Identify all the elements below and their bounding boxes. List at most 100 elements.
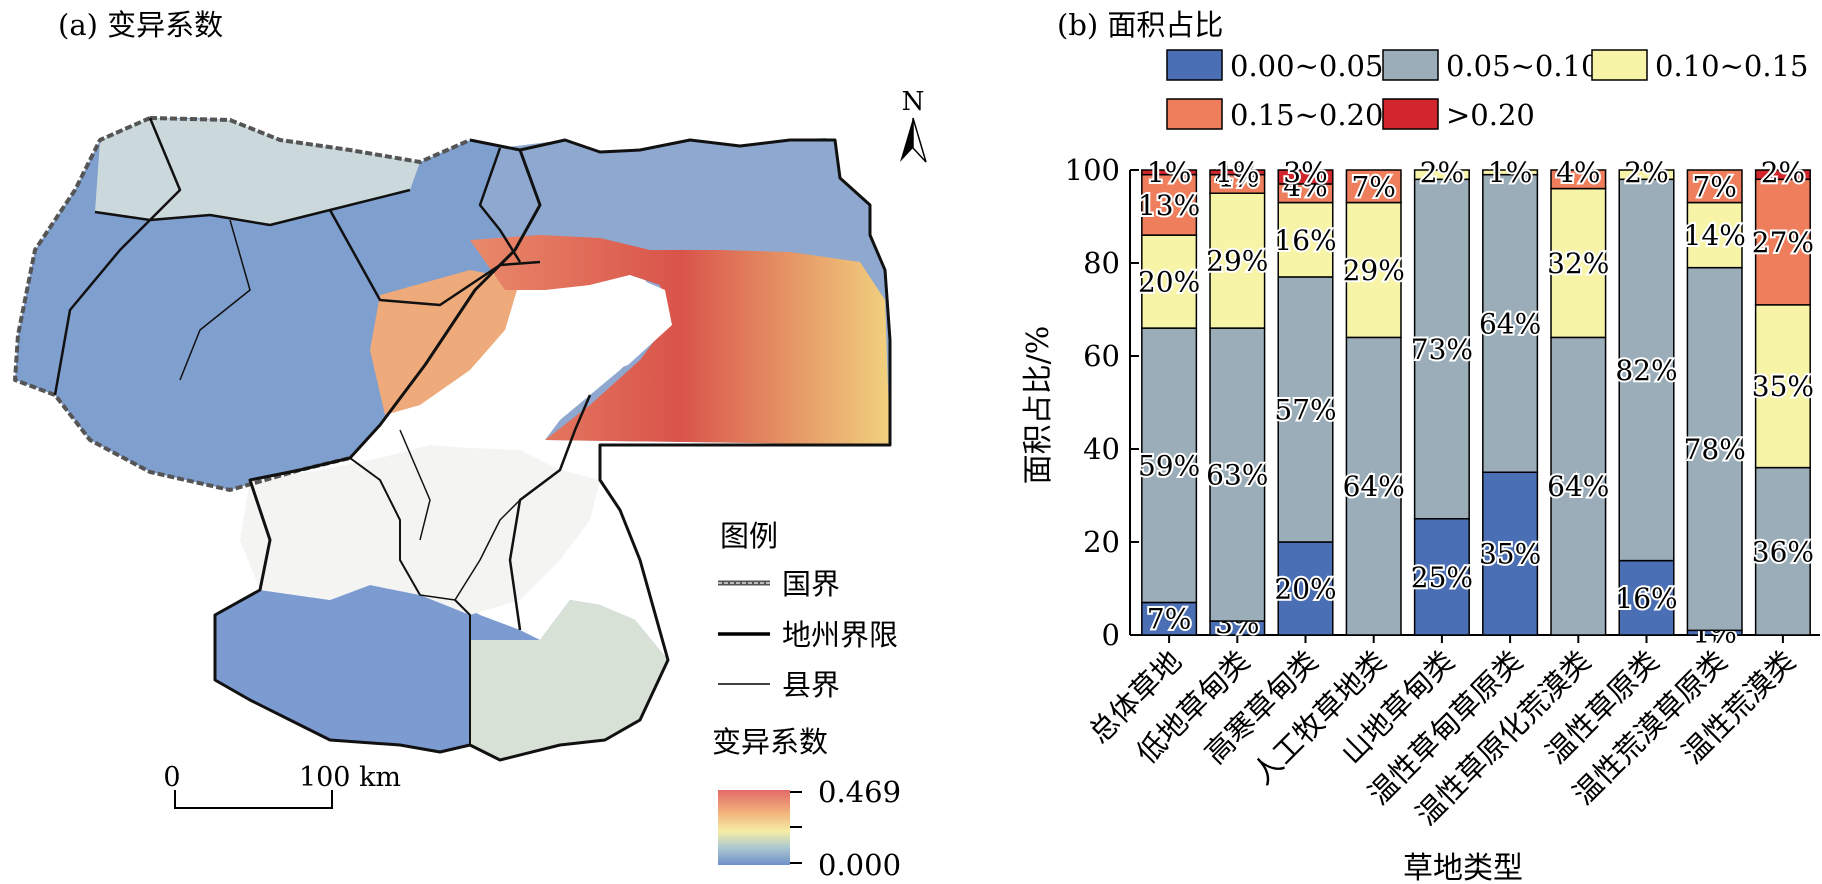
data-label: 2% (1761, 156, 1805, 189)
scale-bar: 0 100 km (163, 762, 401, 809)
bar-segment (1413, 169, 1470, 181)
y-tick-label: 100 (1065, 153, 1120, 187)
legend-label-national-border: 国界 (782, 567, 840, 601)
data-label: 25% (1411, 561, 1473, 594)
bar-segment (1209, 192, 1266, 329)
chart-legend: 0.00~0.05 0.05~0.10 0.10~0.15 0.15~0.20 >0.2… (1166, 49, 1808, 132)
x-tick-label: 温性草甸草原类 (1361, 644, 1529, 812)
x-tick-label: 山地草甸类 (1334, 644, 1461, 771)
x-tick-label: 温性荒漠类 (1675, 644, 1802, 771)
bar-segment (1618, 178, 1675, 562)
colorbar (718, 790, 790, 865)
bar-segment (1141, 234, 1198, 329)
legend-label: 0.05~0.10 (1446, 49, 1599, 83)
bar-segment (1686, 266, 1743, 632)
y-tick-label: 80 (1083, 246, 1120, 280)
bar-segment (1754, 466, 1811, 636)
data-label: 16% (1615, 582, 1677, 615)
bar-segment (1482, 471, 1539, 636)
chart-axes: 0 20 40 60 80 100 总体草地低地草甸类高寒草甸类人工牧草地类山地草甸类温性草… (1065, 153, 1820, 832)
data-label: 29% (1206, 245, 1268, 278)
map-region-west-warm (370, 270, 520, 415)
legend-label: >0.20 (1446, 98, 1535, 132)
y-axis-label: 面积占比/% (1021, 326, 1056, 485)
bar-segment (1754, 169, 1811, 181)
bar-segment (1754, 178, 1811, 306)
data-label: 2% (1624, 156, 1668, 189)
data-label: 14% (1684, 219, 1746, 252)
bar-segment (1618, 559, 1675, 636)
map-panel: N 0 100 km 图例 国界 地州界限 县界 变异系数 0.469 0.00… (13, 87, 927, 882)
bar-segment (1413, 518, 1470, 636)
data-label: 35% (1752, 370, 1814, 403)
x-tick-label: 温性荒漠草原类 (1566, 644, 1734, 812)
north-label: N (902, 87, 925, 117)
x-tick-label: 人工牧草地类 (1246, 644, 1393, 791)
bar-segment (1686, 629, 1743, 636)
data-label: 7% (1692, 170, 1736, 203)
data-label: 7% (1351, 170, 1395, 203)
data-label: 32% (1547, 247, 1609, 280)
data-label: 63% (1206, 459, 1268, 492)
x-tick-label: 高寒草甸类 (1198, 644, 1325, 771)
bar-segment (1277, 169, 1334, 185)
bar-segment (1686, 169, 1743, 204)
map-legend-title: 图例 (720, 519, 778, 553)
data-label: 64% (1547, 470, 1609, 503)
legend-label: 0.10~0.15 (1655, 49, 1808, 83)
map-region-south-east (470, 600, 668, 760)
bar-segment (1345, 336, 1402, 636)
data-label: 16% (1274, 224, 1336, 257)
legend-swatch (1591, 49, 1648, 81)
data-label: 35% (1479, 538, 1541, 571)
north-arrow: N (900, 87, 927, 163)
bar-segment (1277, 541, 1334, 636)
scale-bar-start-label: 0 (163, 762, 180, 793)
data-label: 20% (1138, 266, 1200, 299)
data-label: 4% (1556, 156, 1600, 189)
bar-segment (1345, 169, 1402, 204)
data-label: 3% (1215, 607, 1259, 640)
bar-segment (1550, 169, 1607, 190)
bar-segment (1141, 327, 1198, 604)
bar-segment (1209, 620, 1266, 636)
x-tick-label: 总体草地 (1082, 644, 1188, 750)
bar-segment (1482, 173, 1539, 473)
y-tick-label: 0 (1102, 618, 1120, 652)
colorbar-max-label: 0.469 (818, 775, 901, 809)
x-tick-label: 温性草原类 (1539, 644, 1666, 771)
data-label: 59% (1138, 449, 1200, 482)
bar-segment (1209, 173, 1266, 194)
bar-segment (1754, 304, 1811, 469)
bar-segment (1550, 336, 1607, 636)
colorbar-min-label: 0.000 (818, 848, 901, 882)
map-region-northeast-warm (470, 235, 890, 445)
bar-segment (1550, 187, 1607, 339)
legend-label: 0.00~0.05 (1230, 49, 1383, 83)
map-region-west-north (95, 118, 420, 225)
bar-segment (1686, 201, 1743, 269)
data-label: 2% (1420, 156, 1464, 189)
bar-segment (1413, 178, 1470, 520)
x-tick-label: 低地草甸类 (1130, 644, 1257, 771)
bar-segment (1277, 201, 1334, 278)
x-tick-label: 温性草原化荒漠类 (1409, 644, 1597, 832)
data-label: 20% (1274, 573, 1336, 606)
data-label: 78% (1684, 433, 1746, 466)
y-tick-label: 60 (1083, 339, 1120, 373)
bar-segment (1482, 169, 1539, 176)
bar-segment (1141, 173, 1198, 236)
data-label: 82% (1615, 354, 1677, 387)
bar-segment (1209, 327, 1266, 622)
data-label: 57% (1274, 393, 1336, 426)
data-label: 13% (1138, 189, 1200, 222)
x-axis-label: 草地类型 (1403, 851, 1523, 884)
legend-label-county-border: 县界 (782, 668, 840, 702)
map-panel-title: (a) 变异系数 (58, 8, 224, 42)
legend-label: 0.15~0.20 (1230, 98, 1383, 132)
data-label: 4% (1215, 161, 1259, 194)
chart-bars: 7%59%20%13%1%3%63%29%4%1%20%57%16%4%3%64… (1136, 154, 1816, 651)
data-label: 36% (1752, 535, 1814, 568)
legend-swatch (1382, 98, 1439, 130)
colorbar-title: 变异系数 (712, 725, 828, 759)
